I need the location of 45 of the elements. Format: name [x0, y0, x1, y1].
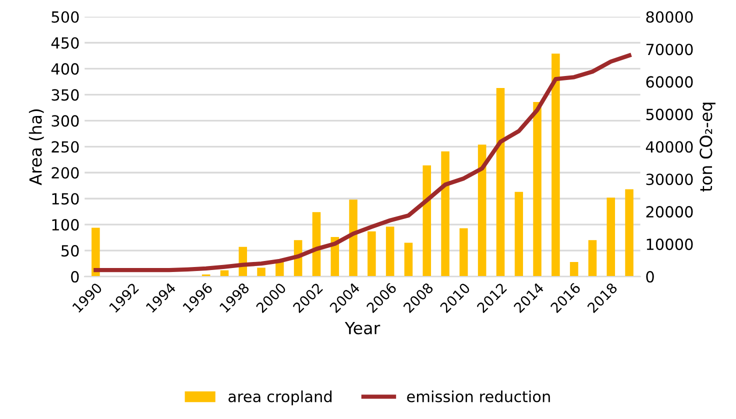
- bar: [533, 102, 542, 277]
- bar: [92, 228, 100, 277]
- bar: [460, 228, 468, 277]
- bar: [386, 226, 394, 277]
- legend-label: emission reduction: [407, 390, 550, 402]
- bar: [349, 200, 358, 277]
- y2-tick-label: 50000: [646, 108, 693, 120]
- bar: [496, 88, 505, 277]
- bar: [422, 165, 432, 277]
- x-axis-title: Year: [344, 322, 380, 334]
- y-tick-label: 300: [52, 115, 79, 127]
- y2-axis-title: ton CO₂-eq: [700, 102, 716, 192]
- y-tick-label: 400: [51, 63, 79, 75]
- y-tick-label: 0: [71, 271, 79, 283]
- y2-tick-label: 10000: [646, 238, 693, 250]
- y-tick-label: 200: [52, 167, 79, 179]
- y-tick-label: 100: [52, 219, 79, 231]
- y2-tick-label: 70000: [646, 44, 693, 56]
- bar: [404, 242, 413, 277]
- bar: [368, 231, 376, 277]
- y-tick-label: 50: [62, 245, 79, 257]
- bar: [257, 268, 266, 277]
- legend-label: area cropland: [228, 390, 332, 406]
- y2-tick-label: 40000: [646, 141, 693, 153]
- bar: [588, 240, 597, 277]
- y2-tick-label: 60000: [646, 76, 693, 88]
- y-tick-label: 150: [52, 193, 79, 205]
- bar: [514, 192, 524, 277]
- line-series: [94, 53, 632, 272]
- y-tick-label: 450: [51, 37, 79, 49]
- bar: [552, 54, 560, 277]
- y-tick-label: 350: [52, 89, 79, 101]
- bar: [478, 144, 486, 277]
- bar: [276, 262, 284, 277]
- y-axis-title: Area (ha): [28, 109, 44, 186]
- bar: [606, 198, 616, 277]
- y2-tick-label: 30000: [646, 174, 693, 186]
- bar: [625, 189, 634, 277]
- bar: [570, 262, 578, 277]
- y2-tick-label: 80000: [646, 11, 693, 23]
- bar: [441, 151, 450, 277]
- y-tick-label: 500: [52, 11, 79, 23]
- y2-tick-label: 20000: [646, 206, 693, 218]
- y2-tick-label: 0: [646, 271, 654, 283]
- y-tick-label: 250: [52, 141, 79, 153]
